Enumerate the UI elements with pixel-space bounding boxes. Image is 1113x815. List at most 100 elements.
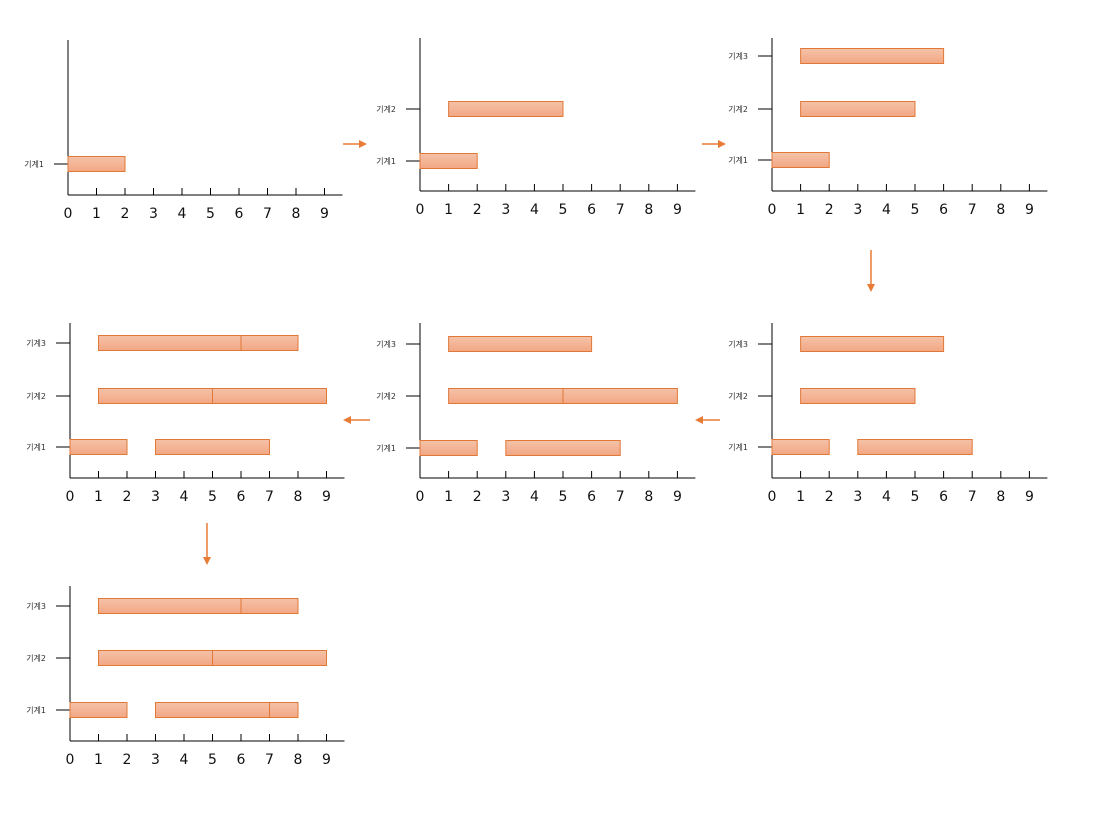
x-tick-label: 1 [94, 489, 103, 505]
x-tick-label: 1 [444, 202, 453, 218]
machine-label: 기계3 [26, 601, 46, 611]
x-tick-label: 0 [66, 752, 75, 768]
x-tick-label: 4 [178, 206, 187, 222]
x-tick-label: 9 [1025, 202, 1034, 218]
x-tick-label: 2 [123, 752, 132, 768]
gantt-bar [857, 439, 973, 455]
x-tick-label: 6 [237, 489, 246, 505]
x-tick-label: 2 [825, 202, 834, 218]
gantt-bar [212, 650, 327, 666]
x-tick-label: 2 [121, 206, 130, 222]
x-tick-label: 3 [149, 206, 158, 222]
machine-label: 기계2 [26, 391, 46, 401]
x-tick-label: 7 [616, 489, 625, 505]
x-tick-label: 5 [559, 489, 568, 505]
x-tick-label: 4 [882, 489, 891, 505]
x-tick-label: 4 [180, 752, 189, 768]
x-tick-label: 1 [796, 202, 805, 218]
gantt-bar [800, 388, 916, 404]
gantt-chart-step-3: 0 1 2 3 4 5 6 7 8 9 기계1 기계2 기계3 [728, 38, 1048, 218]
x-tick-label: 8 [996, 489, 1005, 505]
x-tick-label: 8 [294, 489, 303, 505]
gantt-bar [269, 702, 299, 718]
x-tick-label: 6 [939, 489, 948, 505]
gantt-chart-step-1: 0 1 2 3 4 5 6 7 8 9 기계1 [24, 40, 343, 222]
x-tick-label: 7 [265, 752, 274, 768]
x-tick-label: 4 [882, 202, 891, 218]
machine-label: 기계2 [728, 391, 748, 401]
x-tick-label: 5 [559, 202, 568, 218]
x-tick-label: 7 [263, 206, 272, 222]
gantt-bar [562, 388, 678, 404]
x-tick-label: 3 [853, 489, 862, 505]
gantt-bar [98, 388, 213, 404]
gantt-bar [155, 439, 270, 455]
x-tick-label: 3 [501, 489, 510, 505]
x-tick-label: 0 [416, 202, 425, 218]
x-tick-label: 8 [292, 206, 301, 222]
gantt-bar [98, 650, 213, 666]
x-tick-label: 3 [501, 202, 510, 218]
x-tick-label: 5 [208, 752, 217, 768]
x-tick-label: 1 [796, 489, 805, 505]
x-tick-label: 3 [151, 752, 160, 768]
x-tick-label: 6 [237, 752, 246, 768]
gantt-bar [448, 101, 564, 117]
machine-label: 기계2 [728, 104, 748, 114]
x-tick-label: 6 [235, 206, 244, 222]
gantt-chart-step-2: 0 1 2 3 4 5 6 7 8 9 기계1 기계2 [376, 38, 696, 218]
gantt-bar [800, 48, 945, 64]
machine-label: 기계1 [24, 159, 44, 169]
gantt-bar [419, 440, 478, 456]
x-tick-label: 1 [444, 489, 453, 505]
x-tick-label: 0 [66, 489, 75, 505]
gantt-bar [240, 335, 299, 351]
x-tick-label: 8 [644, 202, 653, 218]
machine-label: 기계1 [376, 156, 396, 166]
gantt-bar [98, 598, 242, 614]
gantt-bar [69, 439, 128, 455]
x-tick-label: 2 [825, 489, 834, 505]
x-tick-label: 1 [94, 752, 103, 768]
x-tick-label: 4 [530, 489, 539, 505]
x-tick-label: 3 [151, 489, 160, 505]
gantt-bar [69, 702, 128, 718]
x-tick-label: 9 [673, 202, 682, 218]
machine-label: 기계1 [26, 442, 46, 452]
machine-label: 기계3 [26, 338, 46, 348]
x-tick-label: 0 [768, 202, 777, 218]
x-tick-label: 7 [968, 489, 977, 505]
x-tick-label: 5 [208, 489, 217, 505]
gantt-bar [419, 153, 478, 169]
x-tick-label: 2 [473, 202, 482, 218]
x-tick-label: 9 [673, 489, 682, 505]
machine-label: 기계1 [728, 155, 748, 165]
gantt-bar [98, 335, 242, 351]
gantt-bar [771, 152, 830, 168]
x-tick-label: 9 [320, 206, 329, 222]
x-tick-label: 0 [416, 489, 425, 505]
x-tick-label: 5 [206, 206, 215, 222]
gantt-bar [67, 156, 126, 172]
machine-label: 기계3 [728, 51, 748, 61]
machine-label: 기계1 [26, 705, 46, 715]
gantt-bar [800, 336, 945, 352]
x-tick-label: 3 [853, 202, 862, 218]
x-tick-label: 8 [996, 202, 1005, 218]
machine-label: 기계1 [728, 442, 748, 452]
x-tick-label: 0 [64, 206, 73, 222]
x-tick-label: 2 [123, 489, 132, 505]
x-tick-label: 5 [911, 489, 920, 505]
x-tick-label: 9 [322, 752, 331, 768]
gantt-chart-step-6: 0 1 2 3 4 5 6 7 8 9 기계1 기계2 기계3 [26, 323, 345, 505]
machine-label: 기계2 [26, 653, 46, 663]
gantt-bar [448, 388, 564, 404]
gantt-bar [155, 702, 270, 718]
machine-label: 기계2 [376, 391, 396, 401]
gantt-bar [212, 388, 327, 404]
x-tick-label: 9 [322, 489, 331, 505]
machine-label: 기계2 [376, 104, 396, 114]
x-tick-label: 8 [644, 489, 653, 505]
x-tick-label: 1 [92, 206, 101, 222]
